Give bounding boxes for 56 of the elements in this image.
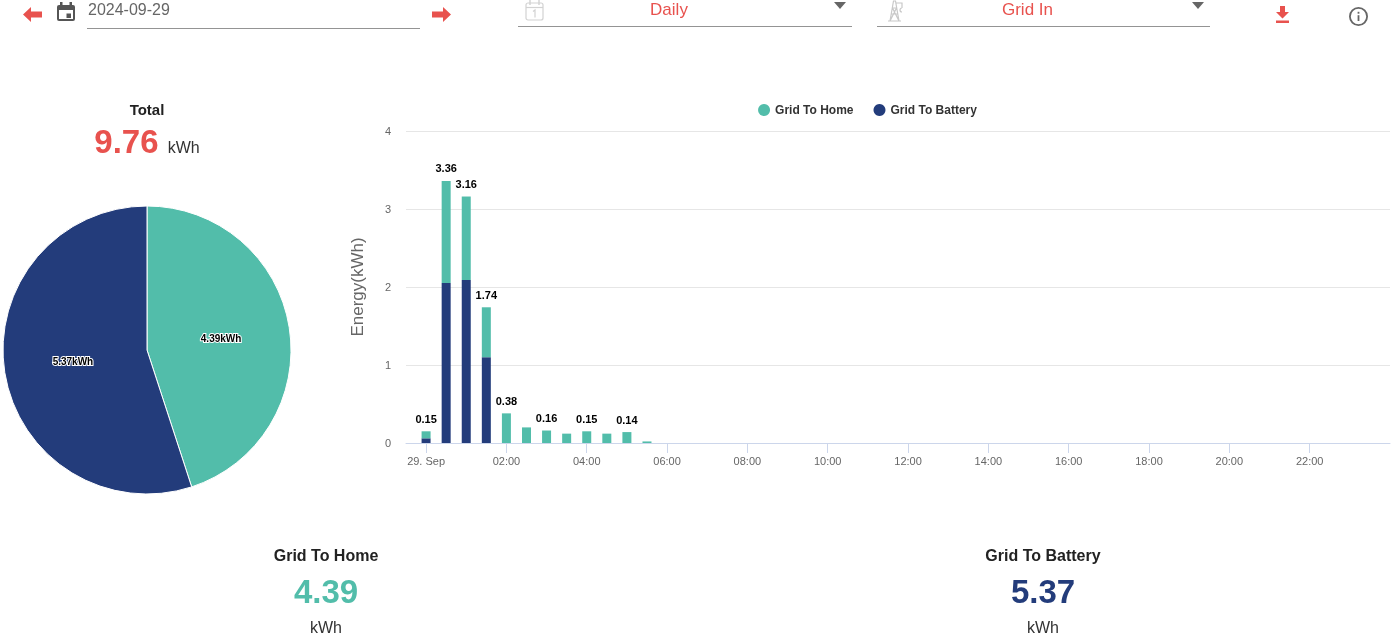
y-tick-label: 0 (384, 437, 391, 449)
total-label: 0.15 (415, 412, 437, 425)
category-label: Grid To Battery (984, 546, 1102, 566)
total-label: 0.14 (616, 413, 639, 426)
x-tick-label: 06:00 (653, 454, 681, 467)
bar (421, 438, 431, 443)
x-tick-label: 12:00 (894, 454, 922, 467)
bar (441, 180, 451, 284)
y-tick-label: 2 (384, 281, 391, 293)
bar (562, 433, 572, 443)
y-tick-label: 4 (384, 125, 391, 137)
total-label: 0.15 (576, 412, 598, 425)
x-tick-label: 29. Sep (407, 454, 446, 467)
x-tick-label: 10:00 (813, 454, 842, 467)
x-tick-label: 16:00 (1054, 454, 1083, 467)
x-tick-label: 20:00 (1215, 454, 1244, 467)
dropdown-field: Grid In (877, 0, 1210, 27)
bar (461, 279, 471, 443)
data-label: 5.37kWh (52, 356, 94, 368)
category-label: Grid To Home (272, 546, 380, 566)
chart-subtitle: 9.76 kWh (94, 123, 200, 160)
text: kWh (1026, 618, 1060, 638)
dropdown-field: Daily (518, 0, 852, 27)
y-tick-label: 1 (384, 359, 391, 371)
bar (481, 357, 491, 443)
x-tick-label: 02:00 (492, 454, 521, 467)
data-label: 4.39 (292, 572, 360, 612)
text: kWh (309, 618, 343, 638)
legend-label: Grid To Battery (890, 103, 978, 117)
y-tick-label: 3 (384, 203, 391, 215)
bar (461, 196, 471, 280)
bar (481, 307, 491, 358)
total-label: 0.16 (535, 412, 558, 425)
x-tick-label: 08:00 (733, 454, 762, 467)
bar (521, 427, 531, 443)
chart-title: Total (129, 101, 165, 118)
total-label: 3.36 (435, 162, 457, 175)
y-axis-title: Energy(kWh) (348, 237, 367, 337)
x-tick-label: 18:00 (1135, 454, 1163, 467)
bar (421, 431, 431, 439)
legend-label: Grid To Home (775, 103, 854, 117)
bar (622, 432, 632, 443)
total-label: 0.38 (495, 394, 518, 407)
x-tick-label: 04:00 (572, 454, 601, 467)
bar (542, 430, 552, 443)
data-label: 5.37 (1009, 572, 1077, 612)
bar (441, 283, 451, 443)
total-label: 1.74 (475, 288, 498, 301)
bar (582, 431, 592, 443)
x-tick-label: 22:00 (1295, 454, 1324, 467)
data-label: 4.39kWh (200, 332, 242, 344)
x-tick-label: 14:00 (974, 454, 1003, 467)
total-label: 3.16 (455, 178, 477, 191)
bar (602, 433, 612, 443)
bar (501, 413, 511, 443)
date-field: 2024-09-29 (87, 0, 420, 29)
